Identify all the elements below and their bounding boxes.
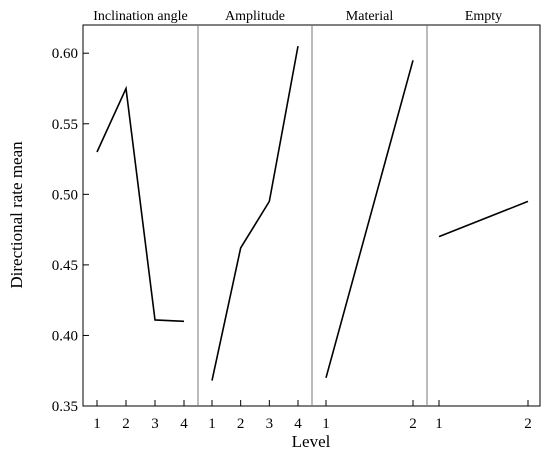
y-axis: 0.35 0.40 0.45 0.50 0.55 0.60 <box>52 46 89 415</box>
x-tick-label: 3 <box>266 416 274 432</box>
panel-title: Material <box>346 9 394 24</box>
y-axis-label: Directional rate mean <box>7 141 26 289</box>
x-tick-label: 2 <box>524 416 532 432</box>
series-line <box>96 85 185 323</box>
x-tick-label: 2 <box>409 416 417 432</box>
x-axis-label: Level <box>292 432 331 451</box>
series-line <box>211 46 299 381</box>
y-tick-label: 0.45 <box>52 258 78 274</box>
y-tick-label: 0.40 <box>52 328 78 344</box>
series-line <box>438 200 529 238</box>
x-tick-label: 1 <box>435 416 443 432</box>
x-tick-label: 1 <box>208 416 216 432</box>
panels: Inclination angle 1 2 3 4 Amplitude 1 2 3 4 Materi… <box>93 9 532 432</box>
panel-4: Empty 1 2 <box>426 9 532 432</box>
panel-title: Empty <box>465 9 502 24</box>
x-tick-label: 2 <box>122 416 130 432</box>
x-tick-label: 4 <box>180 416 188 432</box>
panel-1: Inclination angle 1 2 3 4 <box>93 9 188 432</box>
panel-2: Amplitude 1 2 3 4 <box>197 9 302 432</box>
y-tick-label: 0.50 <box>52 187 78 203</box>
y-tick-label: 0.35 <box>52 399 78 415</box>
x-tick-label: 2 <box>237 416 245 432</box>
x-tick-label: 3 <box>151 416 159 432</box>
panel-title: Amplitude <box>225 9 285 24</box>
panel-title: Inclination angle <box>93 9 187 24</box>
x-tick-label: 4 <box>294 416 302 432</box>
y-tick-label: 0.60 <box>52 46 78 62</box>
x-tick-label: 1 <box>93 416 101 432</box>
panel-3: Material 1 2 <box>311 9 417 432</box>
x-tick-label: 1 <box>322 416 330 432</box>
series-line <box>325 60 414 378</box>
y-tick-label: 0.55 <box>52 117 78 133</box>
